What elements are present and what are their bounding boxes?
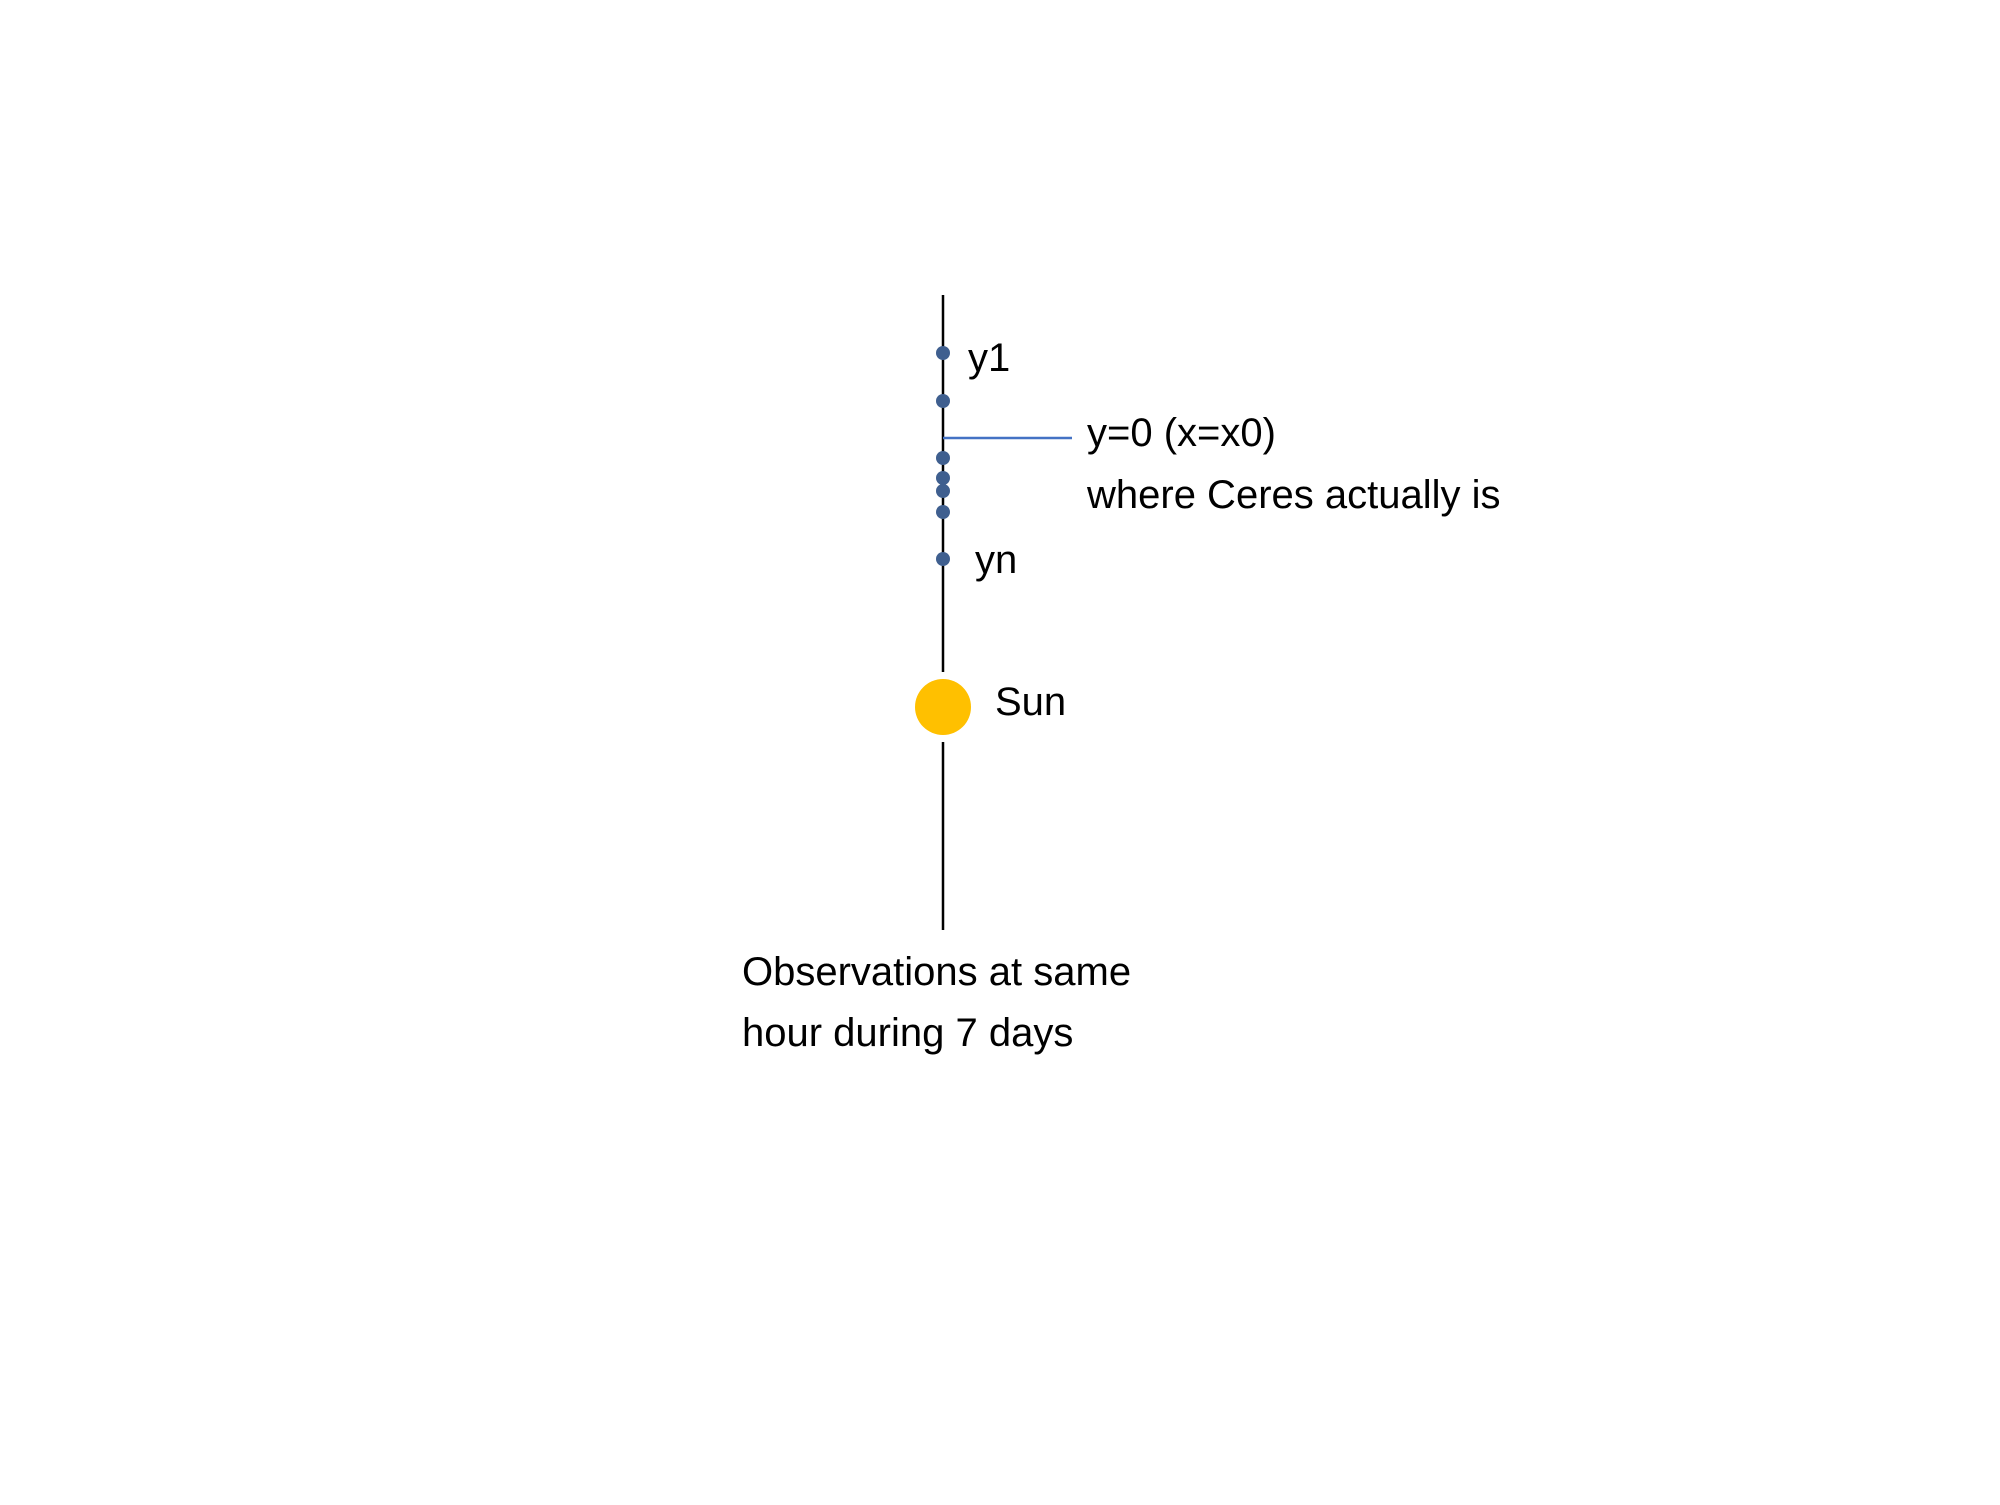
observation-dot-3 bbox=[936, 451, 950, 465]
caption-line-1: Observations at same bbox=[742, 950, 1131, 994]
sun-icon bbox=[915, 679, 971, 735]
observation-dots bbox=[936, 346, 950, 566]
observation-dot-6 bbox=[936, 505, 950, 519]
observation-dot-4 bbox=[936, 471, 950, 485]
observation-dot-2 bbox=[936, 394, 950, 408]
label-yn: yn bbox=[975, 538, 1017, 582]
label-y1: y1 bbox=[968, 336, 1010, 380]
caption-line-2: hour during 7 days bbox=[742, 1011, 1073, 1055]
label-sun: Sun bbox=[995, 680, 1066, 724]
observation-dot-5 bbox=[936, 484, 950, 498]
label-reference-line-1: y=0 (x=x0) bbox=[1087, 411, 1276, 455]
observation-dot-7 bbox=[936, 552, 950, 566]
label-reference-line-2: where Ceres actually is bbox=[1086, 473, 1501, 517]
observation-dot-1 bbox=[936, 346, 950, 360]
